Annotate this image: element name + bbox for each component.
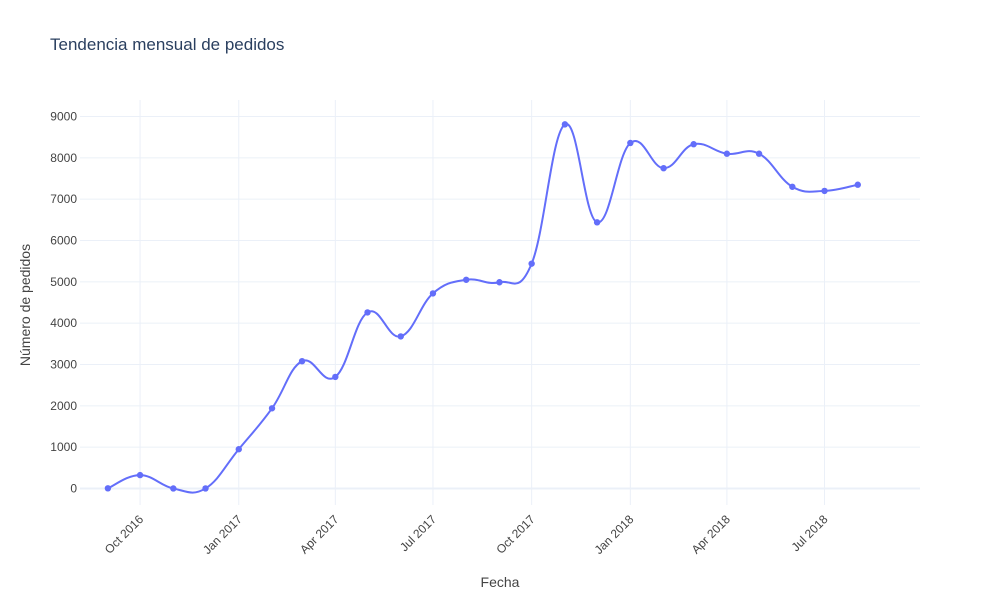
data-point[interactable] bbox=[690, 141, 697, 148]
data-points bbox=[104, 121, 861, 492]
y-tick-label: 6000 bbox=[50, 234, 77, 248]
y-tick-label: 8000 bbox=[50, 151, 77, 165]
x-tick-label: Oct 2016 bbox=[102, 512, 147, 557]
data-point[interactable] bbox=[429, 290, 437, 297]
data-point[interactable] bbox=[593, 219, 601, 226]
y-tick-label: 0 bbox=[70, 481, 77, 495]
data-point[interactable] bbox=[332, 373, 339, 381]
chart-title: Tendencia mensual de pedidos bbox=[50, 35, 284, 54]
data-point[interactable] bbox=[854, 181, 861, 188]
x-axis-title: Fecha bbox=[481, 574, 520, 590]
x-tick-label: Jan 2018 bbox=[592, 512, 637, 557]
x-tick-label: Jan 2017 bbox=[200, 512, 245, 557]
y-tick-label: 2000 bbox=[50, 399, 77, 413]
data-point[interactable] bbox=[496, 279, 503, 286]
data-point[interactable] bbox=[463, 276, 470, 283]
y-tick-label: 4000 bbox=[50, 316, 77, 330]
data-point[interactable] bbox=[235, 446, 242, 453]
x-tick-label: Apr 2018 bbox=[689, 512, 734, 557]
data-point[interactable] bbox=[528, 260, 535, 267]
data-point[interactable] bbox=[627, 139, 634, 147]
x-tick-label: Oct 2017 bbox=[493, 512, 538, 557]
data-point[interactable] bbox=[561, 121, 569, 128]
x-axis-ticks: Oct 2016 Jan 2017 Apr 2017 Jul 2017 Oct 2017… bbox=[102, 512, 831, 557]
x-gridlines bbox=[139, 100, 826, 505]
y-tick-label: 5000 bbox=[50, 275, 77, 289]
y-tick-label: 3000 bbox=[50, 357, 77, 371]
data-point[interactable] bbox=[104, 485, 112, 492]
data-point[interactable] bbox=[298, 357, 306, 365]
data-point[interactable] bbox=[268, 405, 276, 412]
data-point[interactable] bbox=[723, 150, 731, 157]
data-point[interactable] bbox=[789, 183, 796, 190]
x-tick-label: Jul 2018 bbox=[789, 512, 831, 554]
y-tick-label: 7000 bbox=[50, 192, 77, 206]
y-axis-ticks: 0 1000 2000 3000 4000 5000 6000 7000 8000 9000 bbox=[50, 110, 77, 496]
y-tick-label: 9000 bbox=[50, 110, 77, 124]
data-point[interactable] bbox=[821, 187, 828, 195]
data-point[interactable] bbox=[364, 309, 371, 316]
data-point[interactable] bbox=[755, 150, 763, 157]
x-tick-label: Apr 2017 bbox=[297, 512, 342, 557]
data-point[interactable] bbox=[170, 485, 177, 492]
x-tick-label: Jul 2017 bbox=[397, 512, 439, 554]
data-point[interactable] bbox=[397, 333, 404, 340]
data-point[interactable] bbox=[136, 471, 144, 479]
data-point[interactable] bbox=[202, 485, 209, 492]
data-point[interactable] bbox=[660, 164, 667, 172]
y-axis-title: Número de pedidos bbox=[17, 244, 33, 366]
y-tick-label: 1000 bbox=[50, 440, 77, 454]
series-line bbox=[107, 123, 858, 494]
